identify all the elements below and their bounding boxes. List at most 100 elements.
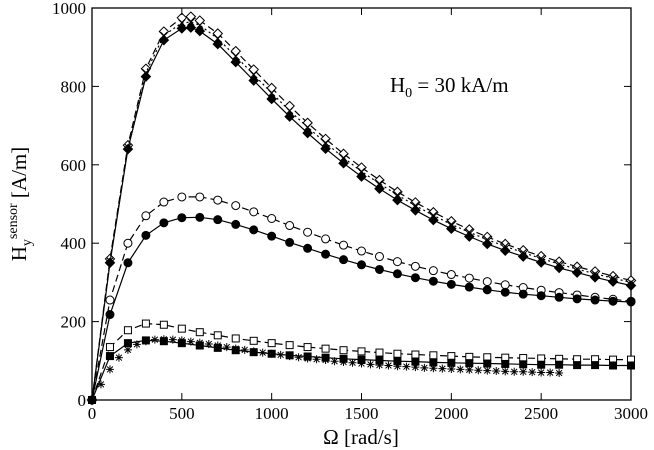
data-point (196, 21, 204, 30)
data-point (302, 127, 313, 139)
data-point (357, 347, 366, 356)
data-point (339, 357, 348, 366)
data-point (231, 334, 240, 343)
data-point (428, 214, 439, 226)
data-point (357, 246, 366, 256)
data-point (178, 19, 186, 27)
data-point (195, 328, 204, 337)
data-point (339, 240, 349, 250)
y-tick-label: 400 (61, 234, 87, 253)
data-point (249, 70, 258, 79)
data-point (187, 18, 195, 26)
data-point (140, 71, 152, 82)
series-diamond-open (86, 11, 637, 406)
data-point (96, 380, 105, 389)
data-point (627, 361, 635, 370)
y-tick-label: 1000 (52, 0, 86, 18)
data-point (303, 123, 312, 131)
data-point (105, 310, 115, 320)
data-point (158, 34, 170, 46)
data-point (177, 336, 186, 345)
data-point (429, 351, 438, 360)
data-point (230, 45, 242, 57)
data-point (321, 356, 330, 365)
data-point (176, 23, 188, 34)
y-tick-label: 600 (61, 156, 87, 175)
data-point (474, 366, 483, 375)
data-point (231, 201, 241, 211)
data-point (230, 56, 242, 68)
data-point (537, 368, 546, 377)
data-point (482, 285, 492, 295)
data-point (393, 362, 402, 371)
x-tick-label: 500 (169, 404, 195, 423)
x-tick-label: 2500 (524, 404, 558, 423)
data-point (168, 335, 177, 344)
data-point (123, 258, 133, 268)
y-axis-title: Hysensor [A/m] (6, 147, 35, 262)
data-point (185, 11, 197, 22)
data-point (607, 276, 619, 287)
data-point (195, 338, 204, 347)
data-point (105, 352, 114, 361)
data-point (285, 106, 294, 115)
data-point (222, 343, 231, 352)
y-tick-label: 800 (61, 77, 87, 96)
data-point (213, 331, 222, 340)
data-point (284, 100, 295, 112)
data-point (465, 365, 474, 374)
data-point (186, 337, 195, 346)
data-point (267, 339, 276, 348)
data-point (517, 251, 529, 262)
data-point (483, 359, 492, 368)
data-point (194, 25, 206, 37)
data-point (499, 245, 511, 256)
data-point (483, 366, 492, 375)
data-point (267, 89, 276, 97)
data-point (357, 359, 366, 368)
data-point (356, 171, 367, 182)
data-point (159, 218, 169, 228)
data-point (285, 221, 295, 231)
data-point (464, 273, 474, 283)
data-point (420, 363, 429, 372)
x-tick-label: 2000 (434, 404, 468, 423)
data-point (446, 279, 456, 289)
data-point (159, 320, 168, 329)
data-point (392, 257, 402, 267)
data-point (528, 368, 537, 377)
data-point (249, 347, 258, 356)
series-asterisk (88, 335, 564, 404)
data-point (339, 255, 349, 265)
data-point (285, 352, 294, 361)
data-point (375, 348, 384, 357)
data-point (438, 364, 447, 373)
data-point (519, 360, 528, 369)
data-point (195, 212, 205, 222)
data-point (105, 365, 114, 374)
data-point (428, 266, 438, 276)
data-point (609, 361, 618, 370)
data-point (429, 364, 438, 373)
data-point (258, 348, 267, 357)
data-point (626, 297, 636, 307)
data-point (321, 249, 331, 259)
data-point (231, 52, 240, 61)
data-point (303, 227, 313, 237)
data-point (276, 350, 285, 359)
data-point (177, 324, 186, 333)
data-point (284, 111, 295, 122)
data-point (510, 367, 519, 376)
data-point (249, 207, 259, 217)
data-point (114, 353, 123, 362)
data-point (555, 360, 564, 369)
x-tick-label: 0 (88, 404, 97, 423)
data-point (500, 280, 510, 290)
y-tick-label: 0 (78, 391, 87, 410)
data-point (267, 231, 277, 241)
data-point (392, 194, 403, 206)
data-point (212, 38, 224, 50)
series-line (91, 21, 632, 401)
data-point (410, 273, 420, 283)
